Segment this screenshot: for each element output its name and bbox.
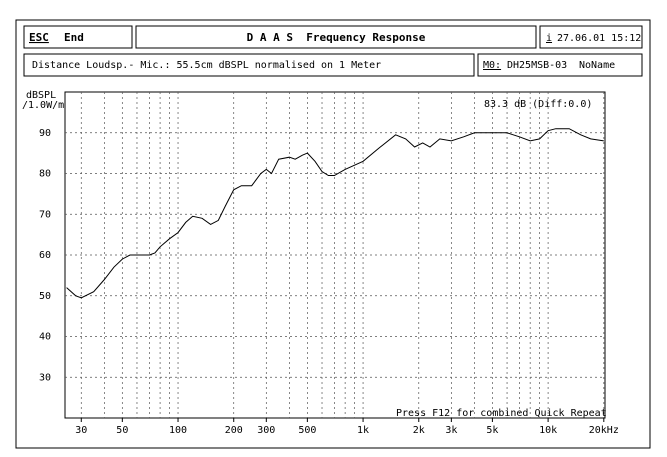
y-tick-label: 70 [39, 209, 51, 220]
y-tick-label: 50 [39, 291, 51, 302]
title: D A A S Frequency Response [247, 31, 426, 44]
y-tick-label: 90 [39, 128, 51, 139]
esc-action[interactable]: End [64, 31, 84, 44]
datetime: 27.06.01 15:12 [557, 33, 641, 44]
frame [15, 19, 651, 449]
model-key[interactable]: M0: [483, 60, 501, 71]
x-tick-label: 500 [298, 425, 316, 436]
x-tick-label: 1k [357, 425, 369, 436]
description: Distance Loudsp.- Mic.: 55.5cm dBSPL nor… [32, 60, 381, 71]
info-key[interactable]: i [546, 33, 552, 44]
x-tick-label: 5k [486, 425, 498, 436]
annotation: 83.3 dB (Diff:0.0) [484, 99, 592, 110]
y-tick-label: 30 [39, 372, 51, 383]
model: DH25MSB-03 [507, 60, 567, 71]
info-box[interactable] [539, 25, 643, 49]
response-curve [66, 128, 604, 299]
x-tick-label: 100 [169, 425, 187, 436]
x-tick-label: 10k [539, 425, 557, 436]
y-tick-label: 80 [39, 169, 51, 180]
esc-key[interactable]: ESC [29, 31, 49, 44]
x-tick-label: 50 [116, 425, 128, 436]
x-tick-label: 30 [75, 425, 87, 436]
description-box [23, 53, 475, 77]
esc-box[interactable] [23, 25, 133, 49]
x-tick-label: 200 [225, 425, 243, 436]
y-tick-label: 40 [39, 332, 51, 343]
y-axis-label: /1.0W/m [22, 100, 64, 111]
footer-note: Press F12 for combined Quick Repeat [396, 408, 607, 419]
x-tick-label: 2k [413, 425, 425, 436]
y-axis-label: dBSPL [26, 90, 56, 101]
x-tick-label: 20kHz [589, 425, 619, 436]
y-tick-label: 60 [39, 250, 51, 261]
title-box [135, 25, 537, 49]
x-tick-label: 3k [445, 425, 457, 436]
model-box[interactable] [477, 53, 643, 77]
name: NoName [579, 60, 615, 71]
x-tick-label: 300 [257, 425, 275, 436]
